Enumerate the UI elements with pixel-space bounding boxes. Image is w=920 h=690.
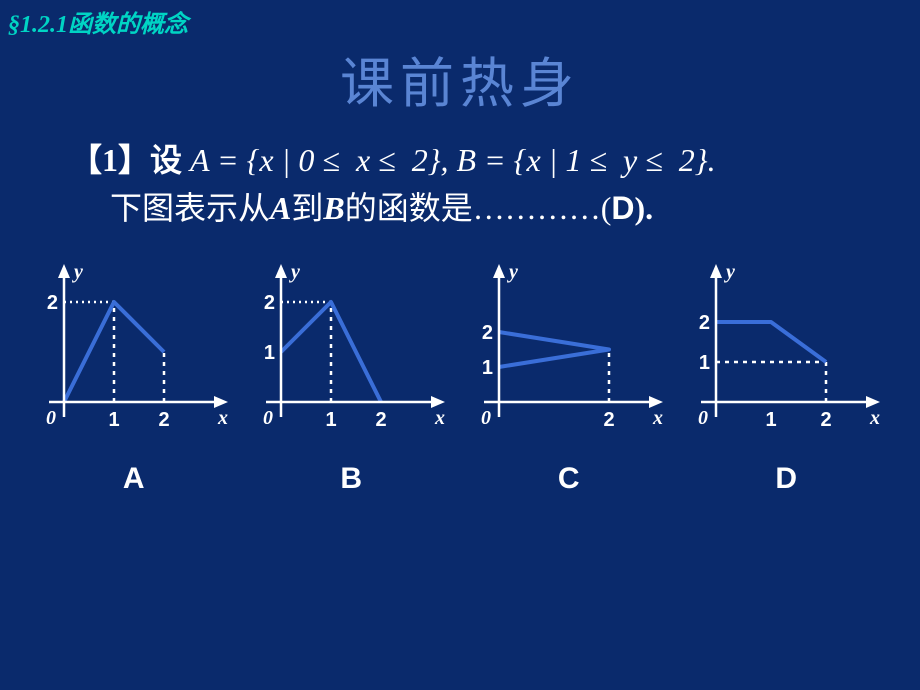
svg-text:0: 0: [46, 407, 56, 429]
chart-svg: y x 0 1 2 1 2: [251, 262, 451, 432]
svg-text:0: 0: [698, 407, 708, 429]
svg-text:0: 0: [481, 407, 491, 429]
svg-text:y: y: [289, 262, 300, 283]
section-header: §1.2.1函数的概念: [0, 0, 920, 43]
question-prefix: 【1】设: [70, 142, 182, 178]
svg-text:x: x: [217, 407, 228, 429]
svg-text:2: 2: [821, 409, 832, 431]
svg-text:2: 2: [482, 322, 493, 344]
svg-text:x: x: [652, 407, 663, 429]
chart-svg: y x 0 1 2 2: [34, 262, 234, 432]
svg-text:2: 2: [376, 409, 387, 431]
chart-svg: y x 0 2 1 2: [469, 262, 669, 432]
svg-text:x: x: [869, 407, 880, 429]
question-block: 【1】设 A = {x | 0 ≤ x ≤ 2}, B = {x | 1 ≤ y…: [0, 118, 920, 232]
chart-a: y x 0 1 2 2 A: [34, 262, 234, 496]
chart-c: y x 0 2 1 2 C: [469, 262, 669, 496]
svg-text:0: 0: [263, 407, 273, 429]
svg-text:1: 1: [482, 357, 493, 379]
svg-text:x: x: [434, 407, 445, 429]
svg-text:2: 2: [47, 292, 58, 314]
page-title: 课前热身: [0, 39, 920, 118]
chart-label: A: [123, 462, 145, 496]
svg-text:1: 1: [766, 409, 777, 431]
question-formula: A = {x | 0 ≤ x ≤ 2}, B = {x | 1 ≤ y ≤ 2}…: [190, 142, 716, 178]
svg-text:1: 1: [699, 352, 710, 374]
svg-text:2: 2: [158, 409, 169, 431]
q-line2-end: ).: [635, 190, 654, 226]
chart-label: D: [775, 462, 797, 496]
chart-label: C: [558, 462, 580, 496]
svg-text:y: y: [507, 262, 518, 283]
chart-label: B: [340, 462, 362, 496]
answer-letter: D: [611, 190, 634, 226]
svg-text:y: y: [72, 262, 83, 283]
q-line2-post: 的函数是…………(: [345, 190, 612, 226]
charts-row: y x 0 1 2 2 Ay x 0 1 2 1 2 By x 0 2 1 2 Cy x 0 1 2 1 2 D: [0, 232, 920, 496]
chart-svg: y x 0 1 2 1 2: [686, 262, 886, 432]
q-line2-mid: 到: [291, 190, 323, 226]
chart-b: y x 0 1 2 1 2 B: [251, 262, 451, 496]
svg-text:1: 1: [108, 409, 119, 431]
svg-text:2: 2: [264, 292, 275, 314]
svg-text:1: 1: [326, 409, 337, 431]
svg-text:2: 2: [699, 312, 710, 334]
chart-d: y x 0 1 2 1 2 D: [686, 262, 886, 496]
q-set-b: B: [323, 190, 344, 226]
q-line2-pre: 下图表示从: [110, 190, 270, 226]
svg-text:y: y: [724, 262, 735, 283]
q-set-a: A: [270, 190, 291, 226]
svg-text:1: 1: [264, 342, 275, 364]
svg-text:2: 2: [603, 409, 614, 431]
